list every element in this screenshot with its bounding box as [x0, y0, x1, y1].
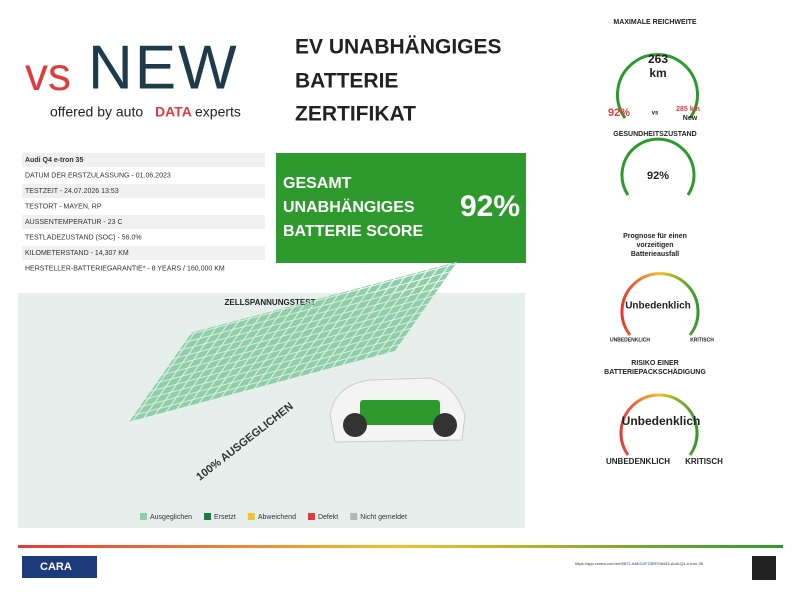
title-line: ZERTIFIKAT: [295, 103, 416, 126]
risk-title: BATTERIEPACKSCHÄDIGUNG: [604, 368, 706, 376]
health-value: 92%: [647, 170, 669, 182]
detail-text: TESTORT - MAYEN, RP: [25, 203, 102, 210]
detail-row: [22, 261, 265, 276]
score-label: UNABHÄNGIGES: [283, 198, 415, 216]
risk-arc: [619, 393, 699, 456]
logo-data: DATA: [155, 104, 192, 120]
logo-experts: experts: [195, 104, 241, 120]
risk-title: RISIKO EINER: [631, 360, 678, 367]
logo-new: NEW: [88, 33, 239, 102]
legend-swatch: [204, 513, 212, 520]
prognosis-right: KRITISCH: [690, 337, 714, 343]
range-new-value: 285 km: [676, 106, 700, 113]
legend-label: Abweichend: [258, 514, 296, 521]
detail-row: [22, 199, 265, 214]
range-percent: 92%: [608, 107, 630, 119]
range-value: 263: [648, 52, 668, 66]
detail-text: KILOMETERSTAND - 14,307 KM: [25, 250, 129, 257]
detail-text: DATUM DER ERSTZULASSUNG - 01.06.2023: [25, 172, 171, 179]
legend-swatch: [307, 513, 315, 520]
footer-rule: [18, 545, 783, 548]
legend-label: Ausgeglichen: [150, 514, 192, 521]
range-unit: km: [649, 66, 666, 80]
range-vs: vs: [652, 111, 659, 117]
logo-vs: vs: [25, 48, 71, 100]
cara-text: CARA: [40, 561, 72, 573]
detail-text: HERSTELLER-BATTERIEGARANTIE* - 8 YEARS /…: [25, 265, 225, 272]
score-box: [276, 153, 526, 263]
score-label: BATTERIE SCORE: [283, 223, 423, 240]
legend: Ausgeglichen Ersetzt Abweichend Defekt Nicht…: [140, 513, 407, 521]
range-new-label: New: [683, 115, 698, 122]
cell-title: ZELLSPANNUNGSTEST: [225, 298, 316, 307]
risk-right: KRITISCH: [685, 457, 723, 466]
prognosis-left: UNBEDENKLICH: [610, 337, 650, 343]
legend-label: Nicht gemeldet: [360, 514, 407, 521]
legend-swatch: [140, 513, 147, 520]
car: [329, 377, 466, 443]
range-title: MAXIMALE REICHWEITE: [613, 19, 697, 26]
range-arc: [616, 53, 699, 119]
score-label: GESAMT: [283, 175, 352, 192]
title-line: EV UNABHÄNGIGES: [295, 36, 502, 59]
prognosis-title: vorzeitigen: [637, 242, 674, 249]
logo: vs NEW offered by auto DATA experts: [25, 33, 241, 119]
detail-row: [22, 168, 265, 183]
detail-text: AUSSENTEMPERATUR - 23 C: [25, 219, 123, 226]
detail-row: [22, 153, 265, 167]
details: Audi Q4 e-tron 35 DATUM DER ERSTZULASSUNG…: [22, 153, 265, 276]
detail-row: [22, 230, 265, 245]
detail-text: TESTLADEZUSTAND (SOC) - 56.0%: [25, 234, 142, 241]
detail-row: [22, 184, 265, 198]
legend-swatch: [350, 513, 358, 520]
health-title: GESUNDHEITSZUSTAND: [613, 131, 696, 138]
qr-code: [752, 556, 776, 580]
risk-status: Unbedenklich: [622, 414, 701, 428]
logo-offered: offered by auto: [50, 104, 143, 120]
footer-link: https://app.vsnew.com/en/9B72-A6E2/2F23R…: [575, 561, 704, 566]
health-arc: [620, 137, 696, 196]
prognosis-title: Batterieausfall: [631, 251, 679, 258]
detail-row: [22, 215, 265, 229]
prognosis-arc: [620, 272, 700, 336]
cara-logo: [22, 556, 97, 578]
legend-label: Ersetzt: [214, 514, 236, 521]
score-value: 92%: [460, 190, 520, 223]
prognosis-status: Unbedenklich: [625, 301, 691, 312]
risk-left: UNBEDENKLICH: [606, 457, 670, 466]
detail-row: [22, 246, 265, 260]
legend-swatch: [247, 513, 255, 520]
detail-text: TESTZEIT - 24.07.2026 13:53: [25, 188, 119, 195]
detail-text: Audi Q4 e-tron 35: [25, 157, 83, 164]
cell-grid: [129, 261, 458, 422]
prognosis-title: Prognose für einen: [623, 233, 687, 240]
title-line: BATTERIE: [295, 70, 398, 93]
legend-label: Defekt: [318, 514, 338, 521]
